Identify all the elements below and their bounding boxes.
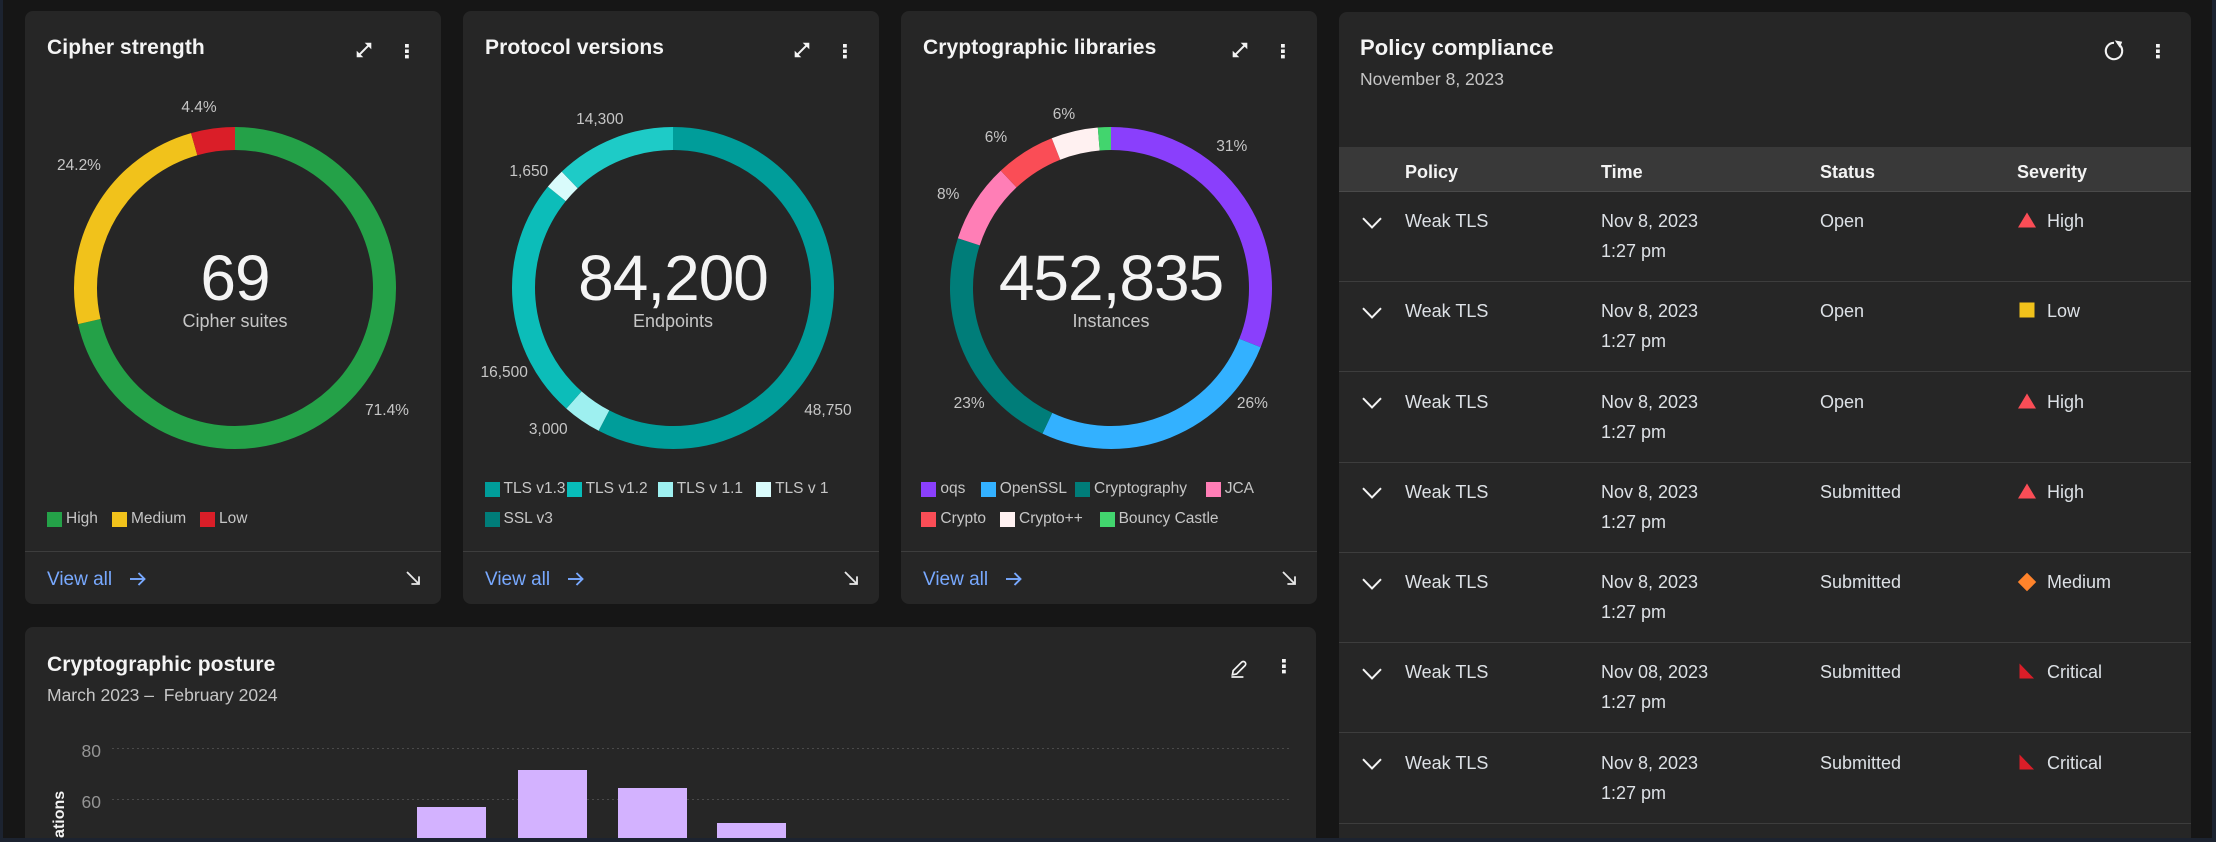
svg-text:8%: 8% bbox=[937, 186, 960, 203]
svg-text:Instances: Instances bbox=[1072, 311, 1149, 331]
svg-text:48,750: 48,750 bbox=[804, 402, 852, 419]
svg-text:31%: 31% bbox=[1216, 138, 1247, 155]
svg-text:6%: 6% bbox=[1053, 106, 1076, 123]
svg-text:1,650: 1,650 bbox=[509, 163, 548, 180]
svg-text:71.4%: 71.4% bbox=[365, 402, 409, 419]
svg-text:69: 69 bbox=[200, 242, 269, 314]
svg-text:6%: 6% bbox=[985, 129, 1008, 146]
svg-text:Endpoints: Endpoints bbox=[633, 311, 713, 331]
svg-text:23%: 23% bbox=[954, 395, 985, 412]
svg-text:4.4%: 4.4% bbox=[181, 99, 217, 116]
svg-text:Cipher suites: Cipher suites bbox=[182, 311, 287, 331]
svg-text:14,300: 14,300 bbox=[576, 111, 624, 128]
svg-text:24.2%: 24.2% bbox=[57, 157, 101, 174]
svg-text:26%: 26% bbox=[1237, 395, 1268, 412]
svg-text:16,500: 16,500 bbox=[480, 364, 528, 381]
svg-text:452,835: 452,835 bbox=[999, 242, 1223, 314]
svg-text:3,000: 3,000 bbox=[529, 421, 568, 438]
svg-text:84,200: 84,200 bbox=[578, 242, 768, 314]
